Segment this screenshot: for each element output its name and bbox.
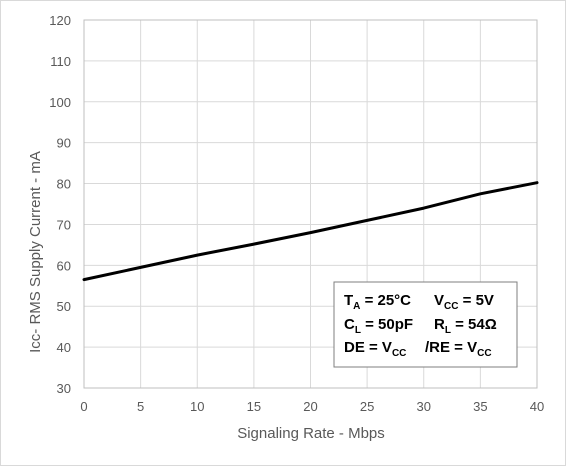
cl-subscript: L: [355, 325, 361, 336]
condition-line-2: CL = 50pF RL = 54Ω: [344, 316, 497, 336]
y-tick-label: 100: [49, 95, 71, 110]
y-tick-labels: 30 40 50 60 70 80 90 100 110 120: [49, 13, 71, 396]
plot-area-border: [83, 19, 538, 389]
vcc-value: = 5V: [458, 292, 493, 309]
ta-symbol: T: [344, 292, 353, 309]
y-tick-label: 60: [57, 258, 71, 273]
rl-subscript: L: [445, 325, 451, 336]
x-tick-label: 5: [137, 399, 144, 414]
re-label: /RE = V: [425, 339, 477, 356]
de-subscript: CC: [392, 348, 406, 359]
x-axis-label: Signaling Rate - Mbps: [237, 425, 385, 442]
y-tick-label: 40: [57, 340, 71, 355]
y-tick-label: 120: [49, 13, 71, 28]
series-lines: [82, 181, 539, 282]
x-tick-label: 15: [247, 399, 261, 414]
vcc-subscript: CC: [444, 301, 458, 312]
ta-subscript: A: [353, 301, 360, 312]
y-tick-label: 50: [57, 299, 71, 314]
x-tick-label: 35: [473, 399, 487, 414]
y-tick-label: 80: [57, 177, 71, 192]
re-subscript: CC: [477, 348, 491, 359]
y-axis-label: Icc- RMS Supply Current - mA: [27, 151, 44, 353]
condition-line-3: DE = VCC /RE = VCC: [344, 339, 492, 360]
rl-symbol: R: [434, 316, 445, 333]
series-line: [82, 181, 539, 282]
rl-value: = 54Ω: [451, 316, 497, 333]
x-tick-label: 25: [360, 399, 374, 414]
x-tick-label: 20: [303, 399, 317, 414]
x-tick-label: 0: [80, 399, 87, 414]
cl-value: = 50pF: [361, 316, 413, 333]
de-label: DE = V: [344, 339, 392, 356]
x-tick-label: 40: [530, 399, 544, 414]
cl-symbol: C: [344, 316, 355, 333]
vcc-symbol: V: [434, 292, 444, 309]
ta-value: = 25°C: [360, 292, 411, 309]
condition-line-1: TA = 25°C VCC = 5V: [344, 292, 494, 312]
y-tick-label: 30: [57, 381, 71, 396]
x-tick-label: 30: [417, 399, 431, 414]
y-tick-label: 70: [57, 217, 71, 232]
x-tick-label: 10: [190, 399, 204, 414]
conditions-box: TA = 25°C VCC = 5V CL = 50pF RL = 54Ω DE…: [333, 281, 518, 368]
conditions-box-border: [333, 281, 518, 368]
y-tick-label: 110: [50, 54, 71, 69]
y-tick-label: 90: [57, 136, 71, 151]
x-tick-labels: 0 5 10 15 20 25 30 35 40: [80, 399, 544, 414]
